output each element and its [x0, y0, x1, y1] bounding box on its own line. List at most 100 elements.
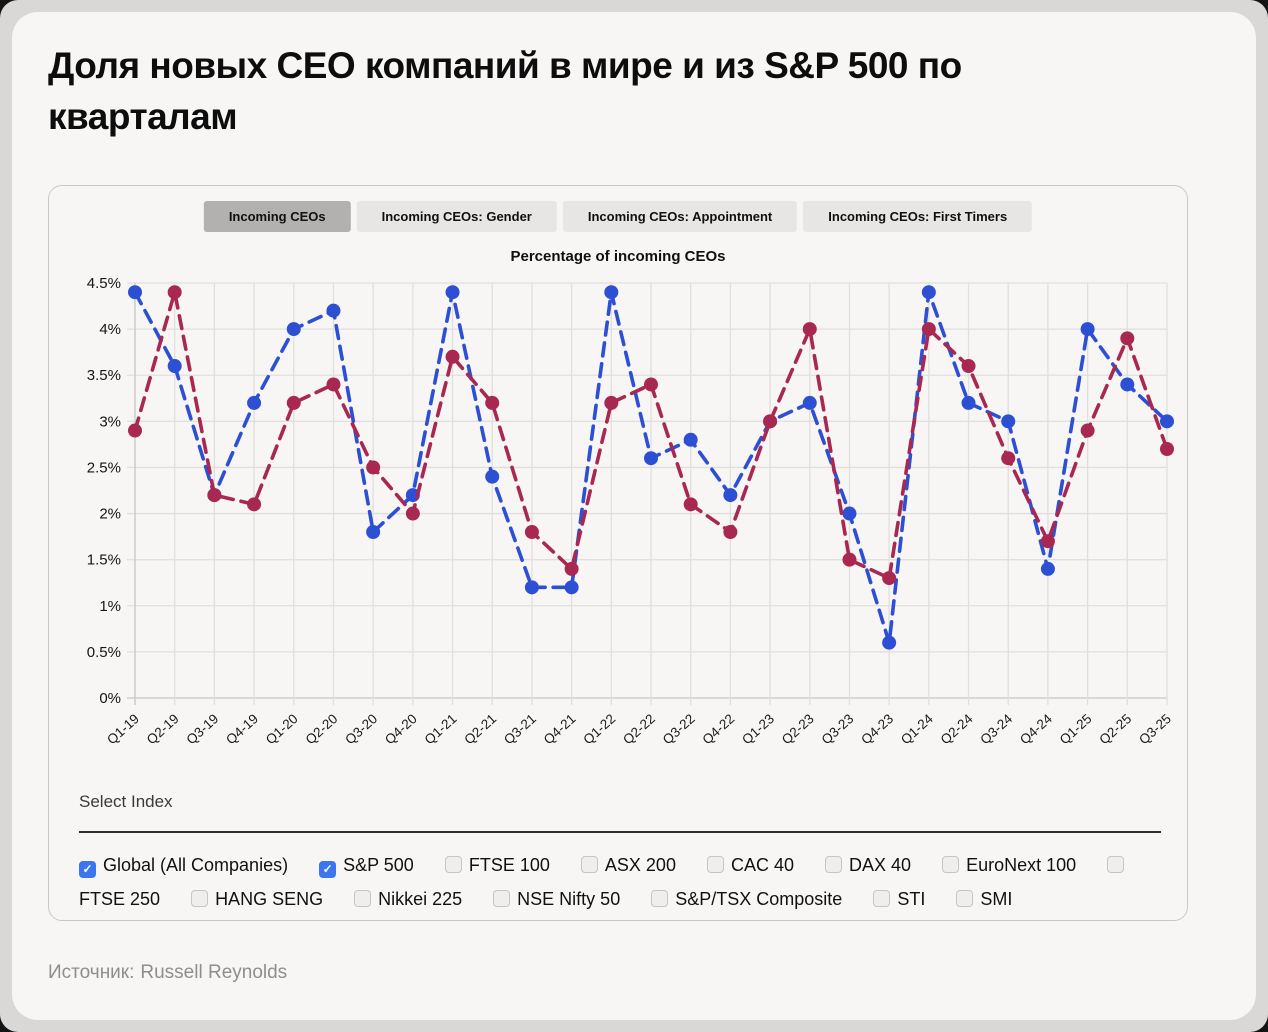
- data-point-global-all-companies-Q3-20[interactable]: [366, 525, 381, 539]
- data-point-s-p-500-Q1-21[interactable]: [445, 349, 460, 364]
- data-point-s-p-500-Q4-24[interactable]: [1040, 534, 1055, 549]
- data-point-global-all-companies-Q1-20[interactable]: [286, 322, 301, 337]
- data-point-global-all-companies-Q3-21[interactable]: [524, 580, 539, 595]
- data-point-s-p-500-Q1-23[interactable]: [763, 414, 778, 429]
- index-option-ftse-100[interactable]: FTSE 100: [444, 855, 550, 875]
- checkbox-unchecked-icon[interactable]: [825, 856, 843, 873]
- x-tick-label: Q1-22: [580, 711, 618, 747]
- data-point-s-p-500-Q2-22[interactable]: [644, 377, 658, 392]
- data-point-global-all-companies-Q4-23[interactable]: [882, 635, 897, 650]
- data-point-s-p-500-Q1-22[interactable]: [604, 395, 619, 410]
- index-option-nse-nifty-50[interactable]: NSE Nifty 50: [493, 889, 620, 909]
- data-point-s-p-500-Q2-20[interactable]: [326, 377, 341, 392]
- data-point-global-all-companies-Q3-25[interactable]: [1160, 414, 1174, 429]
- y-tick-label: 2.5%: [87, 459, 121, 476]
- index-option-euronext-100[interactable]: EuroNext 100: [942, 855, 1076, 875]
- data-point-s-p-500-Q3-24[interactable]: [1001, 451, 1016, 466]
- data-point-global-all-companies-Q1-24[interactable]: [921, 285, 936, 300]
- data-point-global-all-companies-Q4-24[interactable]: [1040, 561, 1055, 576]
- checkbox-unchecked-icon[interactable]: [942, 856, 960, 873]
- data-point-s-p-500-Q3-19[interactable]: [207, 488, 222, 503]
- data-point-s-p-500-Q3-20[interactable]: [366, 460, 381, 475]
- index-option-hang-seng[interactable]: HANG SENG: [191, 889, 323, 909]
- data-point-s-p-500-Q4-22[interactable]: [723, 525, 738, 539]
- checkbox-unchecked-icon[interactable]: [873, 890, 891, 907]
- data-point-s-p-500-Q3-22[interactable]: [683, 497, 698, 512]
- x-tick-label: Q2-24: [938, 711, 976, 748]
- checkbox-label: CAC 40: [730, 855, 795, 875]
- data-point-s-p-500-Q1-25[interactable]: [1080, 423, 1095, 438]
- index-option-s-p-tsx-composite[interactable]: S&P/TSX Composite: [651, 889, 842, 909]
- x-tick-label: Q3-24: [977, 711, 1015, 748]
- data-point-global-all-companies-Q2-25[interactable]: [1120, 377, 1135, 392]
- data-point-s-p-500-Q3-25[interactable]: [1160, 442, 1174, 456]
- data-point-global-all-companies-Q3-22[interactable]: [683, 432, 698, 447]
- tab-incoming-ceos-first-timers[interactable]: Incoming CEOs: First Timers: [803, 201, 1033, 232]
- data-point-s-p-500-Q4-20[interactable]: [405, 506, 420, 521]
- checkbox-unchecked-icon[interactable]: [1107, 856, 1125, 873]
- checkbox-checked-icon[interactable]: ✓: [79, 861, 96, 878]
- data-point-global-all-companies-Q2-19[interactable]: [167, 359, 182, 373]
- data-point-global-all-companies-Q4-19[interactable]: [247, 395, 262, 410]
- line-chart: 0% 0.5% 1% 1.5% 2% 2.5% 3% 3.5% 4% 4.5% Q1-19 Q2-19…: [87, 275, 1174, 748]
- data-point-s-p-500-Q2-19[interactable]: [167, 285, 182, 300]
- index-option-smi[interactable]: SMI: [956, 889, 1012, 909]
- data-point-s-p-500-Q1-19[interactable]: [128, 423, 142, 438]
- data-point-global-all-companies-Q2-24[interactable]: [961, 395, 976, 410]
- checkbox-checked-icon[interactable]: ✓: [319, 861, 337, 878]
- data-point-s-p-500-Q4-23[interactable]: [882, 571, 897, 586]
- data-point-global-all-companies-Q2-23[interactable]: [802, 395, 817, 410]
- y-tick-label: 1%: [99, 598, 121, 615]
- index-option-s-p-500[interactable]: ✓ S&P 500: [319, 855, 414, 878]
- data-point-s-p-500-Q2-21[interactable]: [485, 395, 500, 410]
- checkbox-unchecked-icon[interactable]: [580, 856, 598, 873]
- index-option-nikkei-225[interactable]: Nikkei 225: [354, 889, 462, 909]
- index-option-sti[interactable]: STI: [873, 889, 925, 909]
- source-value: Russell Reynolds: [140, 962, 288, 983]
- data-point-s-p-500-Q2-25[interactable]: [1120, 331, 1135, 346]
- data-point-global-all-companies-Q1-19[interactable]: [128, 285, 142, 300]
- index-option-cac-40[interactable]: CAC 40: [706, 855, 795, 875]
- data-point-global-all-companies-Q2-21[interactable]: [485, 469, 500, 484]
- tab-incoming-ceos[interactable]: Incoming CEOs: [203, 201, 351, 232]
- tab-incoming-ceos-gender[interactable]: Incoming CEOs: Gender: [356, 201, 557, 232]
- checkbox-unchecked-icon[interactable]: [191, 890, 209, 907]
- data-point-s-p-500-Q2-24[interactable]: [961, 359, 976, 373]
- data-point-s-p-500-Q1-20[interactable]: [286, 395, 301, 410]
- data-point-global-all-companies-Q1-25[interactable]: [1080, 322, 1095, 337]
- data-point-global-all-companies-Q4-21[interactable]: [564, 580, 579, 595]
- data-point-global-all-companies-Q2-22[interactable]: [644, 451, 658, 466]
- data-point-s-p-500-Q1-24[interactable]: [921, 322, 936, 337]
- index-option-ftse-250[interactable]: FTSE 250: [79, 855, 1131, 909]
- checkbox-unchecked-icon[interactable]: [493, 890, 511, 907]
- index-checkbox-list: ✓ Global (All Companies) ✓ S&P 500 FTSE 10…: [79, 848, 1165, 916]
- x-tick-label: Q1-19: [104, 711, 142, 747]
- data-point-global-all-companies-Q2-20[interactable]: [326, 303, 341, 318]
- checkbox-unchecked-icon[interactable]: [706, 856, 724, 873]
- x-tick-label: Q1-21: [422, 711, 460, 747]
- data-point-s-p-500-Q3-21[interactable]: [524, 525, 539, 539]
- data-point-s-p-500-Q4-19[interactable]: [247, 497, 262, 512]
- checkbox-unchecked-icon[interactable]: [444, 856, 462, 873]
- data-point-s-p-500-Q3-23[interactable]: [842, 552, 857, 567]
- checkbox-unchecked-icon[interactable]: [354, 890, 372, 907]
- divider: [79, 831, 1161, 833]
- data-point-s-p-500-Q4-21[interactable]: [564, 561, 579, 576]
- data-point-global-all-companies-Q1-22[interactable]: [604, 285, 619, 300]
- checkbox-unchecked-icon[interactable]: [651, 890, 669, 907]
- data-point-global-all-companies-Q4-22[interactable]: [723, 488, 738, 503]
- x-tick-label: Q1-20: [263, 711, 301, 747]
- tab-incoming-ceos-appointment[interactable]: Incoming CEOs: Appointment: [562, 201, 798, 232]
- x-tick-label: Q2-22: [620, 711, 658, 747]
- index-option-asx-200[interactable]: ASX 200: [580, 855, 676, 875]
- article-card: Доля новых CEO компаний в мире и из S&P …: [12, 12, 1256, 1020]
- checkbox-unchecked-icon[interactable]: [956, 890, 974, 907]
- data-point-s-p-500-Q2-23[interactable]: [802, 322, 817, 337]
- index-option-global-all-companies[interactable]: ✓ Global (All Companies): [79, 855, 288, 878]
- y-tick-label: 4%: [99, 321, 121, 338]
- data-point-global-all-companies-Q3-24[interactable]: [1001, 414, 1016, 429]
- data-point-global-all-companies-Q1-21[interactable]: [445, 285, 460, 300]
- data-point-global-all-companies-Q3-23[interactable]: [842, 506, 857, 521]
- x-tick-label: Q3-25: [1136, 711, 1174, 747]
- index-option-dax-40[interactable]: DAX 40: [825, 855, 911, 875]
